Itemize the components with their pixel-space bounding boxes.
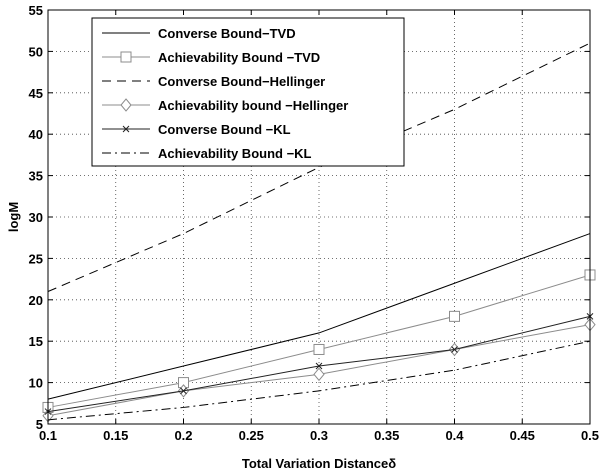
y-tick-label: 55 — [29, 3, 43, 18]
y-tick-label: 15 — [29, 334, 43, 349]
data-point — [315, 362, 323, 370]
data-point — [449, 310, 460, 322]
data-point — [313, 343, 325, 355]
legend-marker — [122, 125, 130, 133]
x-tick-label: 0.45 — [510, 428, 535, 443]
legend-label: Converse Bound−TVD — [158, 26, 296, 41]
legend-label: Achievability Bound −TVD — [158, 50, 320, 65]
y-tick-label: 20 — [29, 293, 43, 308]
series-line — [47, 340, 591, 421]
legend-marker — [120, 98, 132, 112]
data-point — [313, 367, 325, 382]
y-tick-label: 40 — [29, 127, 43, 142]
marker-stroke — [315, 362, 323, 370]
y-tick-label: 45 — [29, 86, 43, 101]
series-line — [47, 233, 591, 400]
legend-item: Achievability Bound −KL — [102, 146, 312, 161]
data-point — [451, 346, 458, 353]
axis-ticks: 0.1 0.15 0.2 0.25 0.3 0.35 0.4 0.45 0.5 5 10 15 20 25… — [29, 3, 600, 443]
y-tick-label: 35 — [29, 169, 43, 184]
y-tick-label: 50 — [29, 44, 43, 59]
data-point — [180, 387, 187, 395]
series-6 — [47, 340, 591, 421]
legend-box — [91, 17, 405, 167]
marker-stroke — [122, 125, 130, 133]
x-tick-label: 0.1 — [39, 428, 57, 443]
marker-stroke — [451, 346, 458, 353]
x-tick-label: 0.15 — [103, 428, 128, 443]
x-tick-label: 0.35 — [374, 428, 399, 443]
x-tick-label: 0.3 — [310, 428, 328, 443]
x-tick-label: 0.4 — [445, 428, 464, 443]
legend-label: Converse Bound −KL — [158, 122, 291, 137]
x-axis-title: Total Variation Distanceδ — [242, 456, 396, 471]
legend-item: Converse Bound−Hellinger — [102, 74, 325, 89]
legend-item: Achievability bound −Hellinger — [102, 98, 348, 113]
y-tick-label: 5 — [36, 417, 43, 432]
legend-item: Converse Bound−TVD — [102, 26, 296, 41]
legend-label: Converse Bound−Hellinger — [158, 74, 325, 89]
legend-marker — [120, 51, 132, 63]
marker-stroke — [180, 387, 187, 395]
legend-label: Achievability bound −Hellinger — [158, 98, 348, 113]
legend-item: Achievability Bound −TVD — [102, 50, 320, 65]
series-line — [47, 42, 591, 292]
x-tick-label: 0.5 — [581, 428, 599, 443]
x-tick-label: 0.25 — [239, 428, 264, 443]
series-3 — [47, 42, 591, 292]
series-5 — [44, 313, 594, 415]
series-1 — [47, 233, 591, 400]
y-axis-title: logM — [6, 202, 21, 232]
legend-item: Converse Bound −KL — [102, 122, 291, 137]
y-tick-label: 25 — [29, 251, 43, 266]
legend-label: Achievability Bound −KL — [158, 146, 312, 161]
y-tick-label: 30 — [29, 210, 43, 225]
y-tick-label: 10 — [29, 376, 43, 391]
x-tick-label: 0.2 — [174, 428, 192, 443]
legend: Converse Bound−TVD Achievability Bound −T… — [91, 17, 405, 167]
